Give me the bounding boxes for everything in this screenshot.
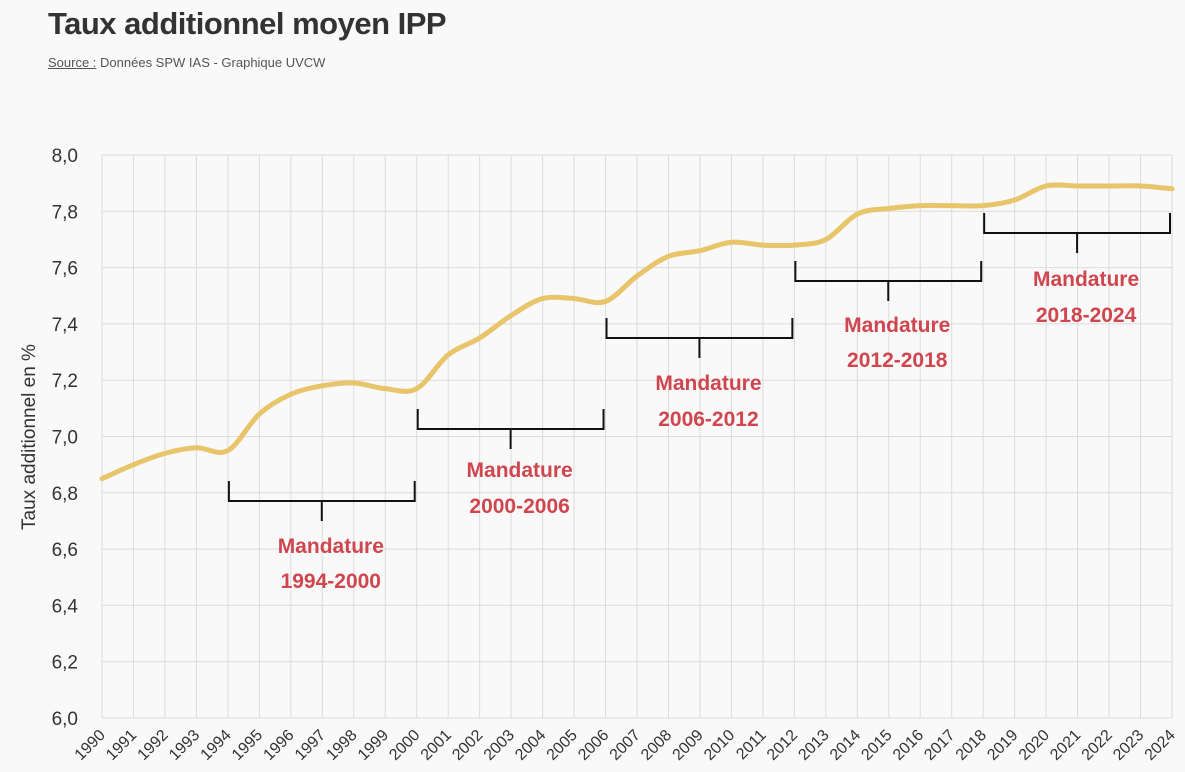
x-tick-label: 2007 bbox=[607, 727, 644, 764]
x-tick-label: 2008 bbox=[638, 727, 675, 764]
source-text: Données SPW IAS - Graphique UVCW bbox=[96, 55, 326, 70]
y-tick-label: 6,4 bbox=[52, 596, 79, 617]
mandature-period: 2006-2012 bbox=[658, 408, 758, 431]
x-tick-label: 2005 bbox=[544, 727, 581, 764]
x-tick-label: 2004 bbox=[512, 727, 549, 764]
y-tick-label: 7,4 bbox=[52, 315, 79, 336]
x-tick-label: 1994 bbox=[198, 727, 235, 764]
x-tick-label: 2017 bbox=[921, 727, 958, 764]
y-axis-ticks: 6,0 6,2 6,4 6,6 6,8 7,0 7,2 7,4 7,6 7,8 8,0 bbox=[52, 146, 79, 730]
x-tick-label: 2006 bbox=[575, 727, 612, 764]
series-line bbox=[99, 182, 1175, 482]
y-axis-label: Taux additionnel en % bbox=[19, 344, 40, 530]
bracket-shape bbox=[983, 213, 1171, 253]
y-tick-label: 7,8 bbox=[52, 202, 78, 223]
x-tick-label: 2023 bbox=[1110, 727, 1147, 764]
y-tick-label: 8,0 bbox=[52, 146, 78, 167]
x-tick-label: 2015 bbox=[858, 727, 895, 764]
mandature-bracket: Mandature 2000-2006 bbox=[416, 409, 605, 518]
chart-source: Source : Données SPW IAS - Graphique UVC… bbox=[48, 55, 325, 70]
x-tick-label: 2003 bbox=[481, 727, 518, 764]
bracket-shape bbox=[416, 409, 605, 449]
chart-title: Taux additionnel moyen IPP bbox=[48, 6, 447, 41]
mandature-period: 1994-2000 bbox=[281, 570, 381, 593]
y-tick-label: 7,0 bbox=[52, 428, 78, 449]
mandature-label: Mandature bbox=[655, 372, 761, 395]
y-tick-label: 6,0 bbox=[52, 709, 78, 730]
x-tick-label: 2002 bbox=[449, 727, 486, 764]
x-tick-label: 2011 bbox=[733, 727, 769, 763]
x-tick-label: 2009 bbox=[670, 727, 707, 764]
x-tick-label: 2014 bbox=[827, 727, 864, 764]
grid bbox=[101, 154, 1173, 719]
x-axis-ticks: 1990199119921993199419951996199719981999… bbox=[72, 727, 1179, 764]
x-tick-label: 1990 bbox=[72, 727, 109, 764]
mandature-period: 2000-2006 bbox=[469, 495, 569, 518]
x-tick-label: 2001 bbox=[418, 727, 455, 764]
x-tick-label: 1992 bbox=[135, 727, 172, 764]
x-tick-label: 2010 bbox=[701, 727, 738, 764]
annotations: Mandature1994-2000Mandature2000-2006Mand… bbox=[227, 213, 1171, 593]
mandature-bracket: Mandature 2012-2018 bbox=[794, 261, 983, 372]
x-tick-label: 2018 bbox=[953, 727, 990, 764]
y-tick-label: 6,6 bbox=[52, 540, 78, 561]
x-tick-label: 2012 bbox=[764, 727, 801, 764]
x-tick-label: 1996 bbox=[260, 727, 297, 764]
x-tick-label: 1991 bbox=[103, 727, 140, 764]
mandature-label: Mandature bbox=[844, 314, 950, 337]
x-tick-label: 2019 bbox=[984, 727, 1021, 764]
x-tick-label: 2000 bbox=[386, 727, 423, 764]
mandature-bracket: Mandature 2006-2012 bbox=[605, 318, 794, 431]
mandature-period: 2018-2024 bbox=[1036, 304, 1137, 327]
bracket-shape bbox=[227, 481, 416, 521]
bracket-shape bbox=[794, 261, 983, 301]
x-tick-label: 2013 bbox=[795, 727, 832, 764]
y-tick-label: 6,2 bbox=[52, 653, 78, 674]
bracket-shape bbox=[605, 318, 794, 358]
mandature-label: Mandature bbox=[1033, 268, 1139, 291]
mandature-label: Mandature bbox=[467, 459, 573, 482]
x-tick-label: 1997 bbox=[292, 727, 329, 764]
x-tick-label: 2024 bbox=[1142, 727, 1179, 764]
x-tick-label: 2016 bbox=[890, 727, 927, 764]
mandature-label: Mandature bbox=[278, 535, 384, 558]
y-tick-label: 7,6 bbox=[52, 259, 78, 280]
source-label: Source : bbox=[48, 55, 97, 70]
x-tick-label: 1998 bbox=[323, 727, 360, 764]
x-tick-label: 2020 bbox=[1016, 727, 1053, 764]
mandature-bracket: Mandature 2018-2024 bbox=[983, 213, 1171, 327]
y-tick-label: 7,2 bbox=[52, 371, 78, 392]
x-tick-label: 2021 bbox=[1047, 727, 1084, 764]
series-group bbox=[99, 182, 1175, 482]
y-tick-label: 6,8 bbox=[52, 484, 78, 505]
x-tick-label: 1995 bbox=[229, 727, 266, 764]
x-tick-label: 1993 bbox=[166, 727, 203, 764]
x-tick-label: 2022 bbox=[1079, 727, 1116, 764]
mandature-bracket: Mandature 1994-2000 bbox=[227, 481, 416, 593]
mandature-period: 2012-2018 bbox=[847, 349, 948, 372]
x-tick-label: 1999 bbox=[355, 727, 392, 764]
